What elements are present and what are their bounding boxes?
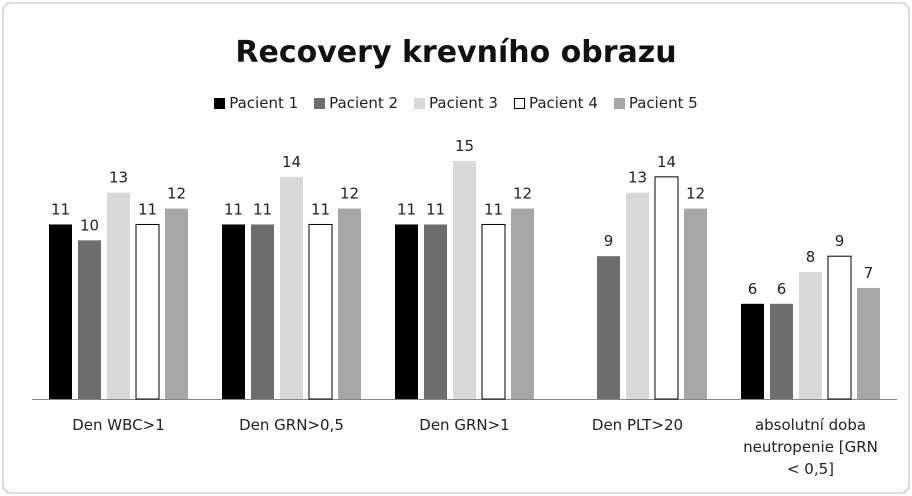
legend-item: Pacient 3 xyxy=(414,94,498,112)
data-label: 11 xyxy=(138,200,157,218)
legend-item: Pacient 1 xyxy=(214,94,298,112)
data-label: 12 xyxy=(686,185,705,203)
data-label: 11 xyxy=(426,200,445,218)
bar xyxy=(424,224,447,399)
data-label: 11 xyxy=(397,200,416,218)
bar xyxy=(511,208,534,399)
data-label: 13 xyxy=(109,169,128,187)
data-label: 9 xyxy=(604,232,614,250)
bar xyxy=(453,161,476,399)
bar xyxy=(770,303,793,399)
bar xyxy=(481,223,506,400)
legend-label: Pacient 2 xyxy=(329,94,399,112)
data-label: 7 xyxy=(864,264,874,282)
bar xyxy=(597,256,620,399)
legend-label: Pacient 3 xyxy=(429,94,498,112)
bar xyxy=(135,223,160,400)
legend-label: Pacient 1 xyxy=(229,94,299,112)
bar xyxy=(654,176,679,400)
bar xyxy=(165,208,188,399)
x-tick-label: Den WBC>1 xyxy=(72,416,165,434)
data-label: 6 xyxy=(748,280,758,298)
legend-item: Pacient 2 xyxy=(314,94,398,112)
legend-swatch xyxy=(314,97,326,109)
data-label: 11 xyxy=(51,200,70,218)
data-label: 11 xyxy=(484,200,503,218)
legend-item: Pacient 4 xyxy=(513,94,598,112)
data-label: 12 xyxy=(513,185,532,203)
bar xyxy=(338,208,361,399)
bar xyxy=(857,287,880,399)
bar xyxy=(684,208,707,399)
bar xyxy=(49,224,72,399)
legend-label: Pacient 4 xyxy=(528,94,598,112)
data-label: 11 xyxy=(253,200,272,218)
bar xyxy=(222,224,245,399)
bar xyxy=(78,240,101,399)
bar xyxy=(827,255,852,400)
bar xyxy=(251,224,274,399)
data-label: 12 xyxy=(167,185,186,203)
legend-swatch xyxy=(513,97,525,109)
bar xyxy=(626,192,649,399)
bar xyxy=(308,223,333,400)
legend-label: Pacient 5 xyxy=(628,94,698,112)
chart-title: Recovery krevního obrazu xyxy=(235,35,676,70)
data-label: 8 xyxy=(806,248,816,266)
x-tick-label: Den GRN>1 xyxy=(419,416,510,434)
data-label: 14 xyxy=(657,153,676,171)
data-label: 10 xyxy=(80,216,99,234)
x-tick-label: Den GRN>0,5 xyxy=(239,416,344,434)
bar xyxy=(799,272,822,399)
data-label: 6 xyxy=(777,280,787,298)
data-label: 13 xyxy=(628,169,647,187)
data-label: 14 xyxy=(282,153,301,171)
data-label: 11 xyxy=(311,200,330,218)
legend-swatch xyxy=(613,97,625,109)
legend-swatch xyxy=(214,97,226,109)
legend: Pacient 1 Pacient 2 Pacient 3 Pacient 4 Paci… xyxy=(0,94,912,112)
bar xyxy=(280,176,303,399)
data-label: 9 xyxy=(835,232,845,250)
bar xyxy=(741,303,764,399)
data-label: 11 xyxy=(224,200,243,218)
data-label: 12 xyxy=(340,185,359,203)
data-label: 15 xyxy=(455,137,474,155)
legend-item: Pacient 5 xyxy=(613,94,698,112)
x-tick-label: absolutní doba neutropenie [GRN < 0,5] xyxy=(743,416,878,478)
legend-swatch xyxy=(414,97,426,109)
x-tick-label: Den PLT>20 xyxy=(591,416,684,434)
bar xyxy=(395,224,418,399)
bar xyxy=(107,192,130,399)
